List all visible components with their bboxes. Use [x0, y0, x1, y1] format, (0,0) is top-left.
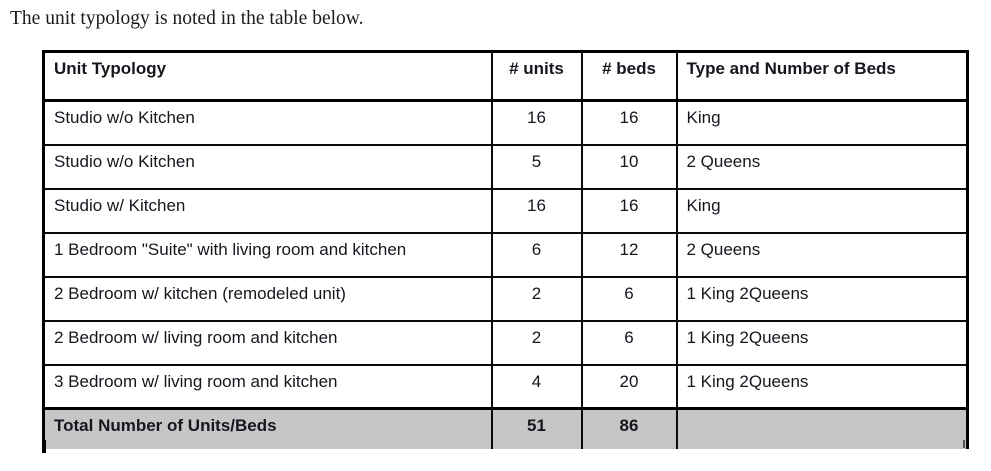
cell-bed-type: 1 King 2Queens: [675, 363, 969, 410]
cell-units: 5: [490, 143, 583, 190]
cell-unit-typology: 2 Bedroom w/ kitchen (remodeled unit): [42, 275, 493, 322]
unit-typology-table: Unit Typology # units # beds Type and Nu…: [42, 50, 969, 449]
cell-beds: 16: [580, 99, 678, 146]
cell-beds: 12: [580, 231, 678, 278]
cell-units: 2: [490, 275, 583, 322]
table-row: Studio w/ Kitchen 16 16 King: [42, 187, 969, 234]
table-border-stub-left: [42, 440, 46, 453]
cell-unit-typology: 1 Bedroom "Suite" with living room and k…: [42, 231, 493, 278]
table-row: 3 Bedroom w/ living room and kitchen 4 2…: [42, 363, 969, 410]
cell-unit-typology: Studio w/o Kitchen: [42, 143, 493, 190]
table-row: Studio w/o Kitchen 5 10 2 Queens: [42, 143, 969, 190]
total-units: 51: [490, 407, 583, 449]
table-row: 2 Bedroom w/ living room and kitchen 2 6…: [42, 319, 969, 366]
cell-beds: 6: [580, 319, 678, 366]
cell-beds: 10: [580, 143, 678, 190]
cell-beds: 20: [580, 363, 678, 410]
cell-units: 4: [490, 363, 583, 410]
table-row: 1 Bedroom "Suite" with living room and k…: [42, 231, 969, 278]
header-num-units: # units: [490, 50, 583, 102]
cell-unit-typology: Studio w/ Kitchen: [42, 187, 493, 234]
table-header-row: Unit Typology # units # beds Type and Nu…: [42, 50, 969, 102]
cell-bed-type: 2 Queens: [675, 231, 969, 278]
cell-bed-type: 1 King 2Queens: [675, 275, 969, 322]
header-type-and-number-of-beds: Type and Number of Beds: [675, 50, 969, 102]
cell-units: 16: [490, 99, 583, 146]
header-unit-typology: Unit Typology: [42, 50, 493, 102]
header-num-beds: # beds: [580, 50, 678, 102]
cell-unit-typology: 2 Bedroom w/ living room and kitchen: [42, 319, 493, 366]
cell-beds: 16: [580, 187, 678, 234]
cell-unit-typology: Studio w/o Kitchen: [42, 99, 493, 146]
cell-bed-type: King: [675, 187, 969, 234]
total-bed-type: [675, 407, 969, 449]
cell-beds: 6: [580, 275, 678, 322]
cell-bed-type: King: [675, 99, 969, 146]
table-row: 2 Bedroom w/ kitchen (remodeled unit) 2 …: [42, 275, 969, 322]
cell-unit-typology: 3 Bedroom w/ living room and kitchen: [42, 363, 493, 410]
total-beds: 86: [580, 407, 678, 449]
intro-text: The unit typology is noted in the table …: [10, 8, 364, 29]
total-label: Total Number of Units/Beds: [42, 407, 493, 449]
cell-units: 6: [490, 231, 583, 278]
table-total-row: Total Number of Units/Beds 51 86: [42, 407, 969, 449]
cell-bed-type: 2 Queens: [675, 143, 969, 190]
table-row: Studio w/o Kitchen 16 16 King: [42, 99, 969, 146]
cell-units: 16: [490, 187, 583, 234]
cell-bed-type: 1 King 2Queens: [675, 319, 969, 366]
table-border-stub-right: [963, 440, 965, 448]
cell-units: 2: [490, 319, 583, 366]
